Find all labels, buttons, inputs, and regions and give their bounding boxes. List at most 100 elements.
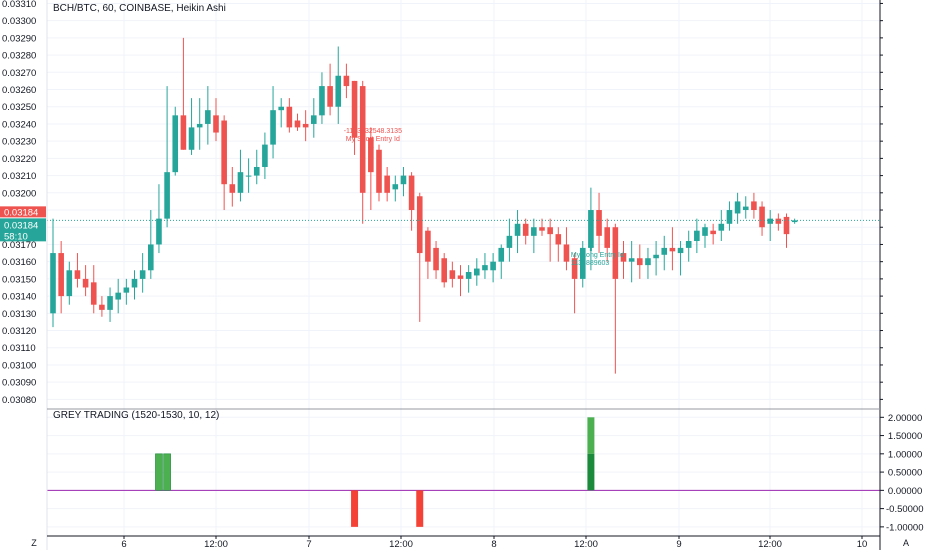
candle-body <box>311 115 317 124</box>
price-tick-label: 0.03170 <box>2 240 36 251</box>
candle-body <box>742 206 749 211</box>
candle-body <box>221 120 227 185</box>
candle-body <box>522 223 529 236</box>
candle-body <box>148 244 154 271</box>
candle-body <box>645 258 651 266</box>
candle-body <box>50 253 56 314</box>
candle-body <box>196 123 203 128</box>
candle-body <box>514 223 521 236</box>
price-tick-label: 0.03210 <box>2 171 36 182</box>
buy-signal-label: My Long Entry Id <box>571 252 624 259</box>
time-tick-label: 8 <box>491 539 496 550</box>
time-tick-label: 12:00 <box>758 539 782 550</box>
candle-body <box>237 172 244 193</box>
time-tick-label: 12:00 <box>389 539 413 550</box>
time-tick-label: 9 <box>676 539 681 550</box>
candle-body <box>351 80 358 138</box>
price-tick-label: 0.03080 <box>2 395 36 406</box>
auto-scale-button[interactable]: A <box>902 538 909 548</box>
price-label-bg <box>0 206 46 218</box>
candle-body <box>400 175 407 185</box>
price-tick-label: 0.03160 <box>2 257 36 268</box>
candle-body <box>710 230 716 235</box>
candle-body <box>726 210 733 224</box>
last-price-label: 0.03184 <box>4 207 38 218</box>
candle-body <box>539 227 545 231</box>
candle-body <box>604 227 610 248</box>
indicator-tick-label: -0.50000 <box>886 504 924 515</box>
candle-body <box>253 166 260 176</box>
candle-body <box>791 220 798 223</box>
candle-body <box>637 258 643 266</box>
candle-body <box>579 247 586 279</box>
indicator-tick-label: 2.00000 <box>886 413 922 424</box>
candle-body <box>376 149 382 193</box>
zoom-button-left[interactable]: Z <box>31 538 37 548</box>
candle-body <box>343 75 350 87</box>
candle-body <box>408 175 415 211</box>
candle-body <box>506 235 513 248</box>
candle-body <box>58 253 64 297</box>
countdown-label: 58:10 <box>4 231 28 242</box>
time-tick-label: 12:00 <box>204 539 228 550</box>
candle-body <box>441 258 447 283</box>
candle-body <box>66 270 73 297</box>
candle-body <box>164 172 170 219</box>
indicator-tick-label: 0.00000 <box>886 486 922 497</box>
candle-body <box>156 218 162 245</box>
candle-body <box>783 216 790 235</box>
time-tick-label: 10 <box>857 539 868 550</box>
price-tick-label: 0.03270 <box>2 68 36 79</box>
price-label-bg <box>0 218 46 242</box>
candle-body <box>107 296 113 310</box>
candle-body <box>547 227 553 235</box>
candle-body <box>718 223 725 231</box>
indicator-histogram <box>47 417 880 527</box>
price-tick-label: 0.03230 <box>2 137 36 148</box>
candle-body <box>588 210 594 248</box>
candle-body <box>384 175 390 193</box>
candle-body <box>286 106 293 128</box>
candle-body <box>555 234 562 245</box>
price-tick-label: 0.03300 <box>2 16 36 27</box>
candle-body <box>416 196 423 254</box>
indicator-tick-label: 1.50000 <box>886 431 922 442</box>
candle-body <box>612 227 619 279</box>
candle-body <box>115 292 121 300</box>
indicator-bar <box>351 490 359 527</box>
price-tick-label: 0.03140 <box>2 292 36 303</box>
price-tick-label: 0.03220 <box>2 154 36 165</box>
indicator-bar <box>587 453 595 491</box>
candle-body <box>90 282 97 305</box>
price-tick-label: 0.03200 <box>2 188 36 199</box>
candle-body <box>751 201 757 211</box>
indicator-bar <box>163 453 171 491</box>
candle-body <box>99 304 105 310</box>
candle-body <box>669 247 676 252</box>
time-tick-label: 7 <box>306 539 311 550</box>
candle-body <box>775 218 782 224</box>
time-tick-label: 6 <box>121 539 126 550</box>
price-tick-label: 0.03260 <box>2 85 36 96</box>
candle-body <box>685 241 692 248</box>
candle-body <box>759 206 765 228</box>
sell-signal-label: -1163432548.3135 <box>344 128 402 135</box>
candle-body <box>465 272 472 279</box>
price-tick-label: 0.03100 <box>2 360 36 371</box>
candle-body <box>213 115 219 133</box>
indicator-tick-label: 0.50000 <box>886 468 922 479</box>
indicator-tick-label: 1.00000 <box>886 449 922 460</box>
candle-body <box>531 227 537 236</box>
candle-body <box>270 110 276 145</box>
candle-body <box>180 115 187 150</box>
candle-body <box>661 247 668 255</box>
candle-body <box>563 244 570 262</box>
candlestick-series <box>47 37 880 374</box>
candle-body <box>620 253 627 262</box>
candle-body <box>302 123 309 128</box>
candle-body <box>571 258 578 279</box>
price-tick-label: 0.03310 <box>2 0 36 10</box>
